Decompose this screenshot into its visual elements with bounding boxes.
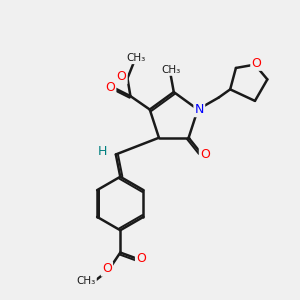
Text: O: O xyxy=(251,57,261,70)
Text: H: H xyxy=(98,145,107,158)
Text: O: O xyxy=(200,148,210,160)
Text: CH₃: CH₃ xyxy=(76,276,96,286)
Text: O: O xyxy=(136,252,146,265)
Text: CH₃: CH₃ xyxy=(127,53,146,63)
Text: O: O xyxy=(105,81,115,94)
Text: O: O xyxy=(102,262,112,275)
Text: O: O xyxy=(117,70,127,83)
Text: N: N xyxy=(195,103,204,116)
Text: CH₃: CH₃ xyxy=(161,65,180,75)
